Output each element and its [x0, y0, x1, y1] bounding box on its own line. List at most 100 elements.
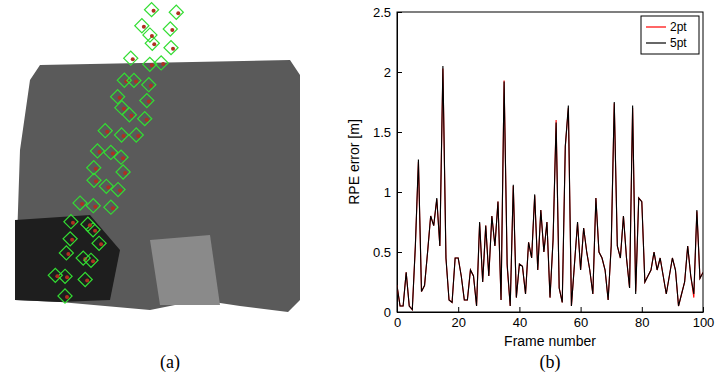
camera-marker [129, 128, 143, 142]
camera-dot [93, 205, 97, 209]
tick: 60 [574, 307, 588, 330]
tick-label: 1 [384, 185, 391, 200]
camera-marker [111, 90, 125, 104]
camera-dot [149, 84, 153, 88]
camera-marker [81, 217, 95, 231]
camera-dot [142, 25, 146, 29]
camera-dot [152, 42, 156, 46]
caption: (a) [160, 352, 180, 373]
axis-line [397, 13, 398, 313]
camera-dot [171, 47, 175, 51]
camera-dot [123, 171, 127, 175]
axis-line [398, 312, 704, 313]
tick-mark [703, 307, 704, 312]
y-axis: 0 0.5 1 1.5 2 2.5 [373, 5, 402, 320]
camera-dot [134, 79, 138, 83]
tick: 40 [513, 307, 527, 330]
tick: 0 [384, 305, 402, 320]
legend-box [641, 16, 699, 54]
figure: (a)02040608010000.511.522.5Frame numberR… [0, 0, 720, 385]
camera-marker [92, 236, 106, 250]
camera-marker [124, 51, 138, 65]
tick-label: 2.5 [373, 5, 391, 20]
camera-marker [163, 22, 177, 36]
camera-marker [116, 165, 130, 179]
camera-dot [150, 63, 154, 67]
tick-label: 0.5 [373, 245, 391, 260]
series-line [397, 66, 703, 310]
camera-marker [111, 182, 125, 196]
tick: 1.5 [373, 125, 402, 140]
x-axis-title: Frame number [504, 333, 596, 349]
tick-mark [642, 307, 643, 312]
tick-label: 80 [635, 315, 649, 330]
tick-mark [397, 72, 402, 73]
camera-marker [58, 269, 72, 283]
tick-mark [519, 307, 520, 312]
tick-label: 2 [384, 65, 391, 80]
camera-marker [114, 150, 128, 164]
camera-marker [86, 199, 100, 213]
camera-marker [122, 108, 136, 122]
legend-swatch [646, 42, 666, 43]
camera-dot [147, 100, 151, 104]
tick-mark [397, 312, 402, 313]
camera-marker [99, 179, 113, 193]
camera-dot [145, 118, 149, 122]
camera-marker [114, 128, 128, 142]
camera-dot [111, 206, 115, 210]
tick-mark [458, 307, 459, 312]
x-axis: 020406080100 [394, 307, 714, 330]
camera-dot [111, 151, 115, 155]
tick-mark [397, 132, 402, 133]
legend-label: 5pt [670, 36, 687, 50]
tick: 80 [635, 307, 649, 330]
camera-dot [131, 57, 135, 61]
camera-dot [94, 167, 98, 171]
camera-dot [70, 238, 74, 242]
camera-dot [118, 96, 122, 100]
tick-label: 1.5 [373, 125, 391, 140]
camera-dot [122, 107, 126, 111]
image-panel [15, 3, 300, 312]
plot-frame [397, 12, 703, 312]
camera-dot [80, 202, 84, 206]
camera-dot [99, 242, 103, 246]
road-area [150, 235, 220, 305]
tick: 100 [693, 307, 715, 330]
camera-dot [93, 229, 97, 233]
legend-label: 2pt [670, 20, 687, 34]
camera-dot [85, 278, 89, 282]
camera-dot [97, 150, 101, 154]
camera-dot [150, 34, 154, 38]
legend: 2pt5pt [641, 16, 699, 54]
camera-dot [65, 275, 69, 279]
tick-label: 60 [574, 315, 588, 330]
camera-marker [64, 215, 78, 229]
ground-area [15, 60, 300, 312]
camera-dot [161, 62, 165, 66]
camera-dot [71, 221, 75, 225]
tick: 1 [384, 185, 402, 200]
camera-dot [170, 28, 174, 32]
tick-label: 0 [394, 315, 401, 330]
camera-marker [144, 3, 158, 17]
tick: 2.5 [373, 5, 402, 20]
tick: 0.5 [373, 245, 402, 260]
camera-marker [78, 272, 92, 286]
camera-dot [152, 9, 156, 13]
shadow-area [15, 215, 120, 302]
camera-dot [122, 134, 126, 138]
tick-mark [397, 192, 402, 193]
camera-marker [48, 268, 62, 282]
tick-mark [397, 252, 402, 253]
camera-dot [129, 114, 133, 118]
caption: (b) [540, 352, 561, 373]
tick-label: 40 [513, 315, 527, 330]
series-line [397, 68, 703, 309]
camera-dot [88, 223, 92, 227]
camera-dot [55, 274, 59, 278]
camera-marker [104, 200, 118, 214]
y-axis-title: RPE error [m] [346, 119, 362, 205]
tick-mark [397, 12, 402, 13]
